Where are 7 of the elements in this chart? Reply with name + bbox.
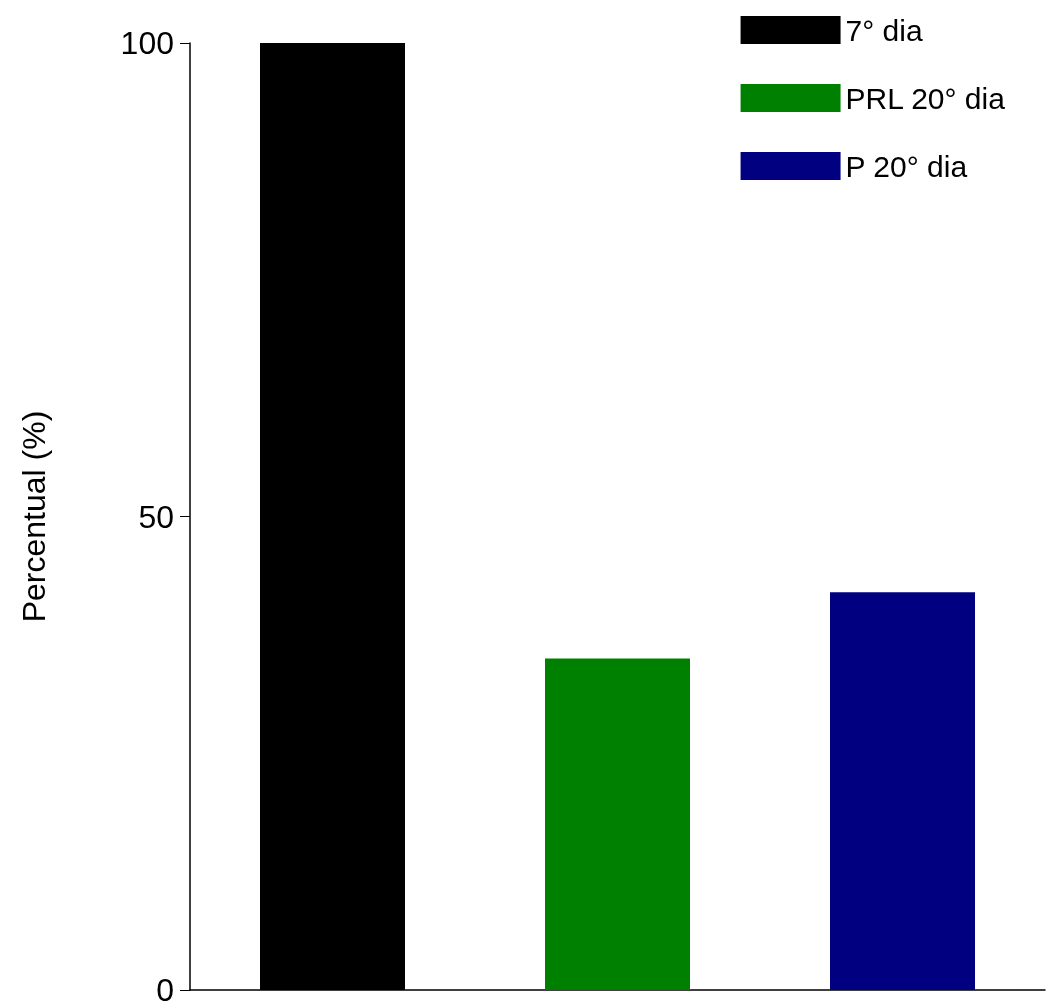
- y-tick-label: 50: [138, 498, 174, 535]
- legend-label: P 20° dia: [845, 149, 968, 183]
- y-axis-title: Percentual (%): [16, 410, 52, 623]
- y-tick-label: 100: [120, 25, 174, 61]
- legend-label: PRL 20° dia: [845, 81, 1006, 115]
- legend-label: 7° dia: [845, 13, 923, 47]
- y-tick-label: 0: [156, 972, 174, 1008]
